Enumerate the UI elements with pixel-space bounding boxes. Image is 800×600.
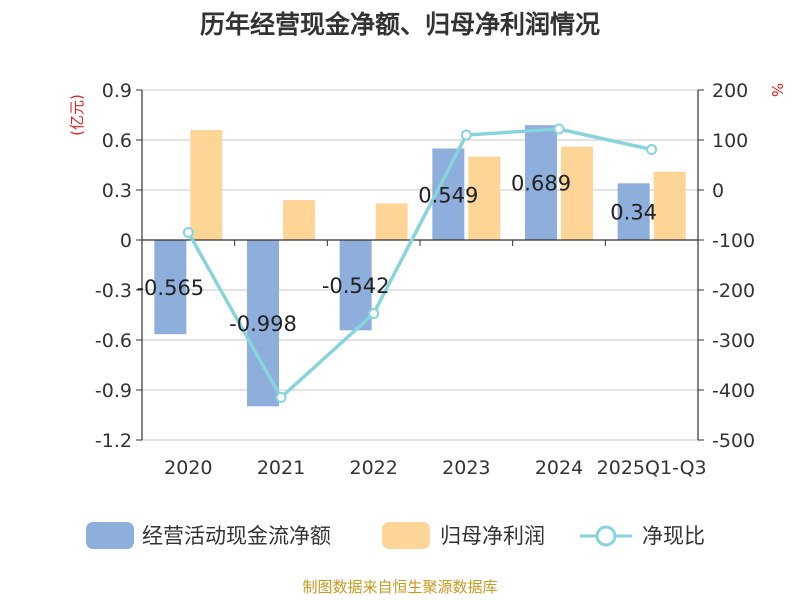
- chart-title: 历年经营现金净额、归母净利润情况: [200, 10, 600, 39]
- left-tick-label: 0.3: [102, 180, 132, 202]
- bar-profit[interactable]: [653, 171, 686, 240]
- right-tick-label: -400: [712, 380, 755, 402]
- category-label: 2021: [257, 457, 305, 479]
- ratio-point[interactable]: [182, 227, 194, 238]
- bar-value-label: 0.689: [511, 172, 571, 196]
- category-label: 2020: [164, 457, 212, 479]
- data-labels: -0.565 -0.998 -0.542 0.549 0.689 0.34: [136, 172, 657, 337]
- bar-cashflow[interactable]: [247, 240, 279, 407]
- left-tick-label: -0.9: [95, 380, 132, 402]
- right-tick-label: 100: [712, 130, 748, 152]
- ratio-series-line: [186, 127, 653, 401]
- category-label: 2024: [535, 457, 583, 479]
- legend-item-cashflow[interactable]: 经营活动现金流净额: [86, 522, 331, 549]
- legend-marker-ratio: [595, 525, 617, 547]
- left-tick-label: -1.2: [95, 430, 132, 452]
- left-tick-label: 0.9: [102, 80, 132, 102]
- bar-cashflow[interactable]: [432, 148, 465, 241]
- legend-label-profit: 归母净利润: [440, 524, 545, 548]
- legend-swatch-cashflow: [86, 522, 134, 549]
- right-axis-unit: %: [768, 83, 786, 97]
- legend-label-ratio: 净现比: [642, 524, 705, 548]
- bar-value-label: -0.998: [229, 312, 297, 336]
- legend-item-ratio[interactable]: 净现比: [580, 524, 705, 548]
- ratio-point[interactable]: [460, 129, 472, 141]
- left-tick-label: -0.6: [95, 330, 132, 352]
- legend-swatch-profit: [382, 522, 430, 549]
- tick-labels: 0.9 0.6 0.3 0 -0.3 -0.6 -0.9 -1.2 200 100 0 -100 -20…: [95, 80, 755, 479]
- bar-profit[interactable]: [561, 146, 593, 240]
- bar-cashflow[interactable]: [617, 183, 650, 240]
- category-label: 2023: [442, 457, 490, 479]
- right-tick-label: -100: [712, 230, 755, 252]
- bar-profit[interactable]: [375, 203, 408, 240]
- bar-cashflow[interactable]: [525, 125, 557, 240]
- bar-value-label: -0.565: [136, 276, 204, 300]
- bar-value-label: 0.34: [610, 201, 657, 225]
- ratio-point[interactable]: [553, 123, 565, 135]
- category-label: 2025Q1-Q3: [597, 457, 707, 479]
- source-note: 制图数据来自恒生聚源数据库: [302, 578, 497, 596]
- left-tick-label: -0.3: [95, 280, 132, 302]
- left-axis-unit: (亿元): [68, 94, 86, 136]
- legend: 经营活动现金流净额 归母净利润 净现比: [86, 522, 705, 549]
- bar-value-label: 0.549: [418, 183, 478, 207]
- bar-profit[interactable]: [468, 156, 501, 240]
- left-tick-label: 0: [120, 230, 132, 252]
- category-label: 2022: [349, 457, 397, 479]
- bar-profit[interactable]: [190, 130, 223, 240]
- right-tick-label: 0: [712, 180, 724, 202]
- bar-cashflow[interactable]: [154, 240, 187, 335]
- right-tick-label: -500: [712, 430, 755, 452]
- bar-value-label: -0.542: [322, 274, 390, 298]
- right-tick-label: -200: [712, 280, 755, 302]
- ratio-point[interactable]: [646, 144, 658, 155]
- ratio-point[interactable]: [368, 308, 380, 319]
- legend-item-profit[interactable]: 归母净利润: [382, 522, 545, 549]
- bar-profit[interactable]: [283, 200, 315, 240]
- bars: [154, 125, 686, 407]
- ratio-point[interactable]: [275, 392, 287, 403]
- ratio-line: [182, 123, 658, 403]
- left-tick-label: 0.6: [102, 130, 132, 152]
- right-tick-label: 200: [712, 80, 748, 102]
- right-tick-label: -300: [712, 330, 755, 352]
- axes: [136, 89, 704, 441]
- legend-label-cashflow: 经营活动现金流净额: [142, 524, 331, 548]
- bar-cashflow[interactable]: [339, 240, 372, 331]
